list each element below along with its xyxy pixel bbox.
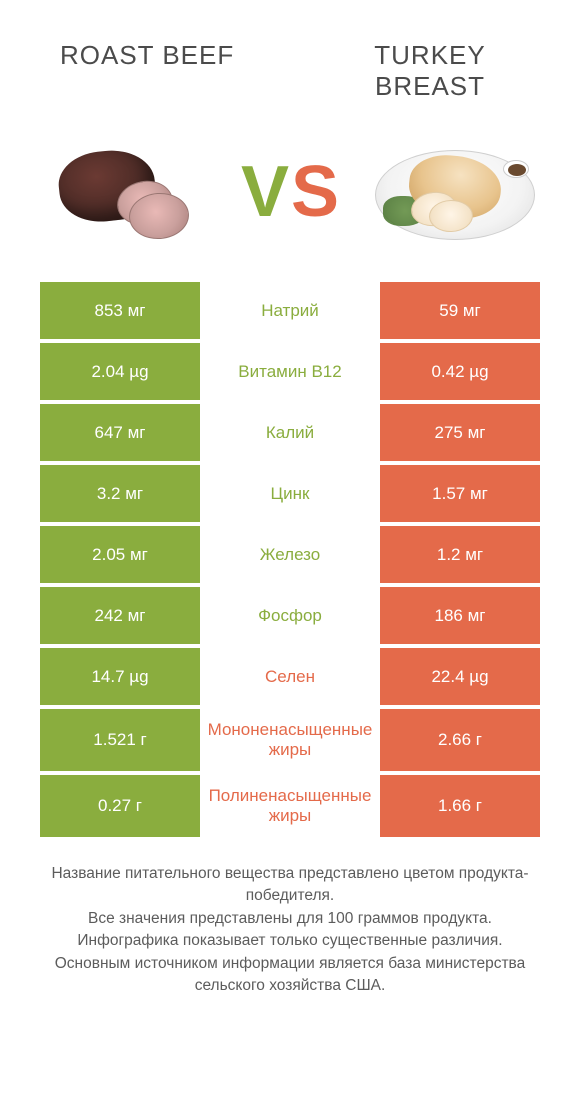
vs-row: VS <box>0 112 580 282</box>
nutrient-label: Витамин B12 <box>200 343 380 400</box>
nutrient-label: Натрий <box>200 282 380 339</box>
nutrient-row: 0.27 гПолиненасыщенные жиры1.66 г <box>40 775 540 837</box>
nutrient-right-value: 1.66 г <box>380 775 540 837</box>
nutrient-right-value: 1.2 мг <box>380 526 540 583</box>
footer-line: Название питательного вещества представл… <box>40 863 540 908</box>
turkey-breast-image <box>370 132 540 252</box>
footer-line: Все значения представлены для 100 граммо… <box>40 908 540 930</box>
vs-letter-v: V <box>241 151 289 233</box>
title-right: Turkey breast <box>340 40 520 102</box>
nutrient-label: Цинк <box>200 465 380 522</box>
footer-line: Инфографика показывает только существенн… <box>40 930 540 952</box>
nutrient-left-value: 3.2 мг <box>40 465 200 522</box>
nutrient-label: Мононенасыщенные жиры <box>200 709 380 771</box>
nutrient-label: Фосфор <box>200 587 380 644</box>
nutrient-label: Полиненасыщенные жиры <box>200 775 380 837</box>
vs-letter-s: S <box>291 151 339 233</box>
vs-label: VS <box>241 151 339 233</box>
nutrient-row: 14.7 µgСелен22.4 µg <box>40 648 540 705</box>
nutrient-row: 1.521 гМононенасыщенные жиры2.66 г <box>40 709 540 771</box>
nutrient-right-value: 1.57 мг <box>380 465 540 522</box>
nutrient-left-value: 14.7 µg <box>40 648 200 705</box>
nutrient-label: Калий <box>200 404 380 461</box>
nutrient-label: Селен <box>200 648 380 705</box>
header: Roast beef Turkey breast <box>0 0 580 112</box>
nutrient-right-value: 275 мг <box>380 404 540 461</box>
nutrient-left-value: 0.27 г <box>40 775 200 837</box>
nutrient-row: 2.05 мгЖелезо1.2 мг <box>40 526 540 583</box>
footer-line: Основным источником информации является … <box>40 953 540 998</box>
nutrient-left-value: 2.05 мг <box>40 526 200 583</box>
nutrient-left-value: 1.521 г <box>40 709 200 771</box>
nutrient-row: 647 мгКалий275 мг <box>40 404 540 461</box>
nutrient-right-value: 2.66 г <box>380 709 540 771</box>
nutrient-right-value: 0.42 µg <box>380 343 540 400</box>
nutrient-left-value: 242 мг <box>40 587 200 644</box>
nutrient-right-value: 59 мг <box>380 282 540 339</box>
nutrient-left-value: 2.04 µg <box>40 343 200 400</box>
nutrient-row: 3.2 мгЦинк1.57 мг <box>40 465 540 522</box>
nutrient-row: 242 мгФосфор186 мг <box>40 587 540 644</box>
footer-notes: Название питательного вещества представл… <box>40 863 540 998</box>
title-left: Roast beef <box>60 40 234 71</box>
nutrient-right-value: 186 мг <box>380 587 540 644</box>
nutrient-label: Железо <box>200 526 380 583</box>
nutrient-table: 853 мгНатрий59 мг2.04 µgВитамин B120.42 … <box>40 282 540 837</box>
nutrient-left-value: 853 мг <box>40 282 200 339</box>
nutrient-right-value: 22.4 µg <box>380 648 540 705</box>
nutrient-row: 853 мгНатрий59 мг <box>40 282 540 339</box>
nutrient-left-value: 647 мг <box>40 404 200 461</box>
nutrient-row: 2.04 µgВитамин B120.42 µg <box>40 343 540 400</box>
roast-beef-image <box>40 132 210 252</box>
